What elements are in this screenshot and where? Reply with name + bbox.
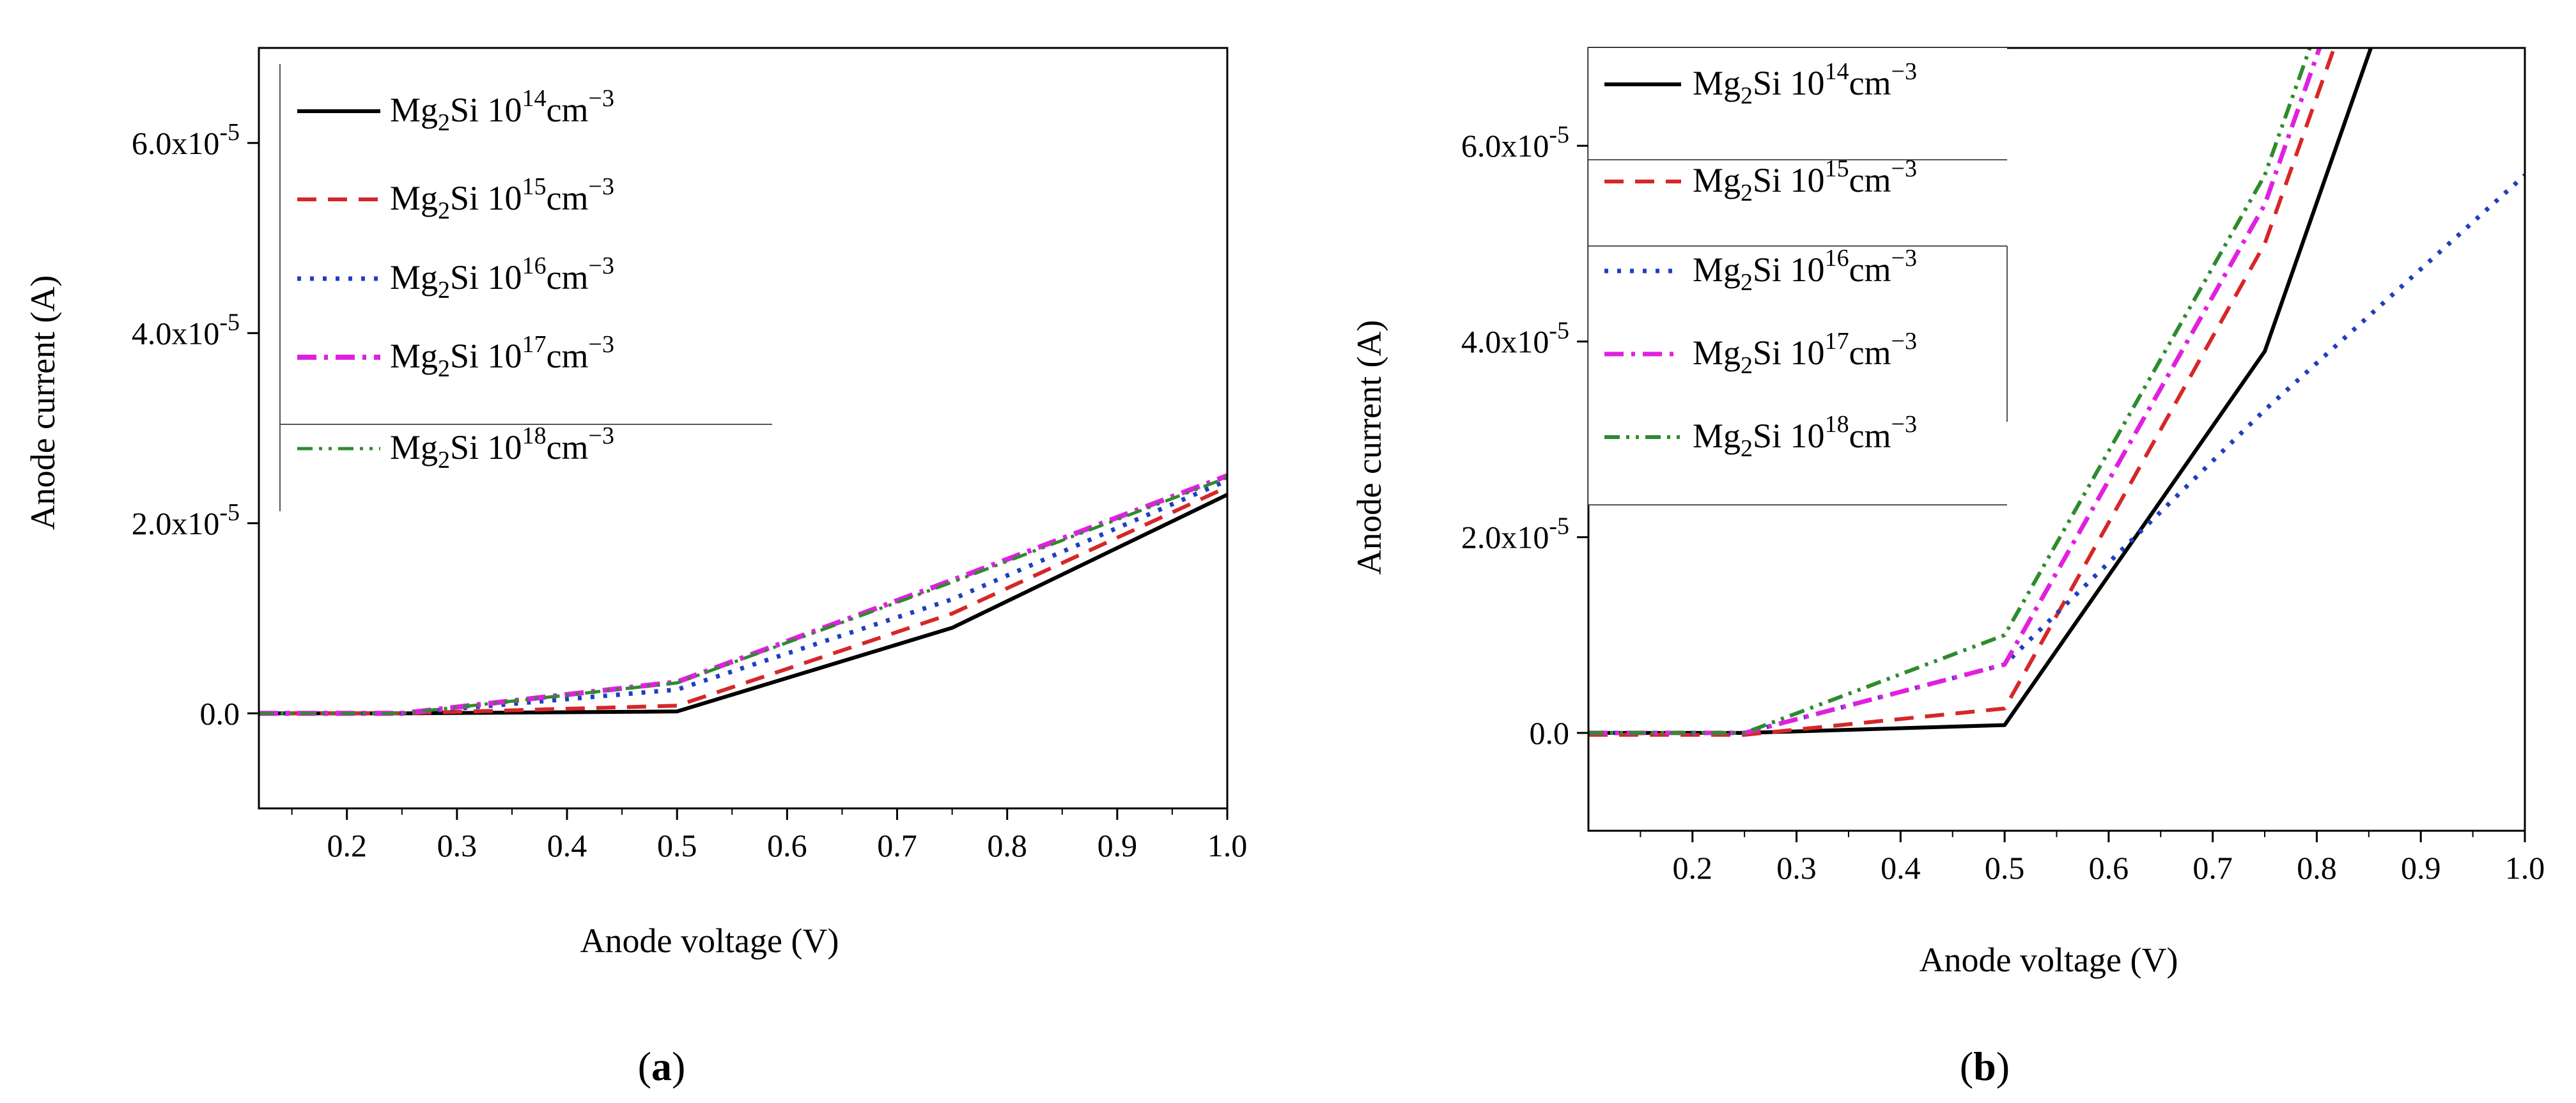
y-tick-label: 0.0: [1530, 715, 1570, 751]
legend-label-4: Mg2Si 1017cm−3: [390, 331, 614, 382]
x-axis-label-b: Anode voltage (V): [1920, 941, 2178, 979]
y-axis-label-a: Anode current (A): [24, 275, 62, 530]
x-axis-label-a: Anode voltage (V): [580, 922, 839, 960]
legend-label-5: Mg2Si 1018cm−3: [1693, 411, 1917, 462]
x-tick-label: 0.7: [877, 828, 917, 863]
x-tick-label: 0.9: [1098, 828, 1138, 863]
legend-box-b: [1588, 48, 2007, 505]
y-tick-label: 6.0x10-5: [132, 119, 240, 161]
x-tick-label: 0.9: [2401, 850, 2441, 886]
x-tick-label: 0.6: [767, 828, 807, 863]
legend-label-5: Mg2Si 1018cm−3: [390, 422, 614, 474]
y-tick-label: 0.0: [200, 695, 240, 731]
x-tick-label: 1.0: [2505, 850, 2545, 886]
legend-label-2: Mg2Si 1015cm−3: [1693, 155, 1917, 206]
x-tick-label: 0.8: [2297, 850, 2337, 886]
legend-box-a: [280, 64, 772, 511]
caption-letter-b: b: [1973, 1044, 1996, 1089]
caption-open-a: (: [638, 1044, 651, 1089]
caption-open-b: (: [1960, 1044, 1973, 1089]
x-tick-label: 0.4: [547, 828, 587, 863]
y-tick-labels-a: 0.0 2.0x10-5 4.0x10-5 6.0x10-5: [132, 119, 240, 732]
x-tick-labels-b: 0.2 0.3 0.4 0.5 0.6 0.7 0.8 0.9 1.0: [1673, 850, 2545, 886]
x-tick-label: 0.2: [1673, 850, 1713, 886]
x-tick-label: 0.3: [1776, 850, 1817, 886]
y-tick-label: 2.0x10-5: [1461, 513, 1569, 555]
x-tick-label: 0.8: [987, 828, 1027, 863]
x-tick-label: 0.2: [327, 828, 367, 863]
chart-panel-b: 0.2 0.3 0.4 0.5 0.6 0.7 0.8 0.9 1.0 0.0 2.0x10-5 4…: [1350, 47, 2545, 1089]
legend-label-3: Mg2Si 1016cm−3: [390, 252, 614, 304]
legend-label-4: Mg2Si 1017cm−3: [1693, 328, 1917, 379]
panel-caption-a: (a): [638, 1044, 686, 1089]
y-tick-label: 4.0x10-5: [1461, 317, 1569, 359]
y-axis-label-b: Anode current (A): [1350, 320, 1388, 575]
axis-ticks-a: [247, 142, 1229, 820]
caption-close-a: ): [672, 1044, 685, 1089]
y-tick-label: 2.0x10-5: [132, 499, 240, 541]
y-tick-label: 6.0x10-5: [1461, 121, 1569, 164]
caption-letter-a: a: [651, 1044, 672, 1089]
y-tick-labels-b: 0.0 2.0x10-5 4.0x10-5 6.0x10-5: [1461, 121, 1569, 751]
x-tick-label: 0.4: [1881, 850, 1921, 886]
x-tick-label: 0.5: [1985, 850, 2025, 886]
series-line-5: [259, 476, 1227, 715]
x-tick-label: 0.3: [437, 828, 477, 863]
legend-label-1: Mg2Si 1014cm−3: [1693, 58, 1917, 109]
legend-items-a: Mg2Si 1014cm−3 Mg2Si 1015cm−3 Mg2Si 1016cm…: [297, 85, 614, 474]
plot-series-b: [1588, 48, 2525, 737]
x-tick-label: 1.0: [1207, 828, 1248, 863]
x-tick-label: 0.7: [2192, 850, 2233, 886]
legend-label-2: Mg2Si 1015cm−3: [390, 173, 614, 224]
caption-close-b: ): [1996, 1044, 2010, 1089]
legend-label-3: Mg2Si 1016cm−3: [1693, 245, 1917, 296]
plot-frame-a: [258, 47, 1229, 810]
legend-items-b: Mg2Si 1014cm−3 Mg2Si 1015cm−3 Mg2Si 1016cm…: [1604, 58, 1917, 462]
legend-a: Mg2Si 1014cm−3 Mg2Si 1015cm−3 Mg2Si 1016cm…: [279, 64, 772, 511]
panel-caption-b: (b): [1960, 1044, 2010, 1089]
legend-label-1: Mg2Si 1014cm−3: [390, 85, 614, 136]
chart-panel-a: 0.2 0.3 0.4 0.5 0.6 0.7 0.8 0.9 1.0 0.0 2.0x10-5 4…: [24, 47, 1247, 1089]
x-tick-labels-a: 0.2 0.3 0.4 0.5 0.6 0.7 0.8 0.9 1.0: [327, 828, 1247, 863]
x-tick-label: 0.5: [657, 828, 697, 863]
x-tick-label: 0.6: [2089, 850, 2129, 886]
series-line-5: [1588, 48, 2312, 735]
series-line-3: [259, 478, 1227, 716]
y-tick-label: 4.0x10-5: [132, 309, 240, 351]
legend-b: Mg2Si 1014cm−3 Mg2Si 1015cm−3 Mg2Si 1016cm…: [1588, 48, 2008, 505]
axis-ticks-b: [1577, 144, 2526, 842]
plot-series-a: [259, 473, 1227, 716]
